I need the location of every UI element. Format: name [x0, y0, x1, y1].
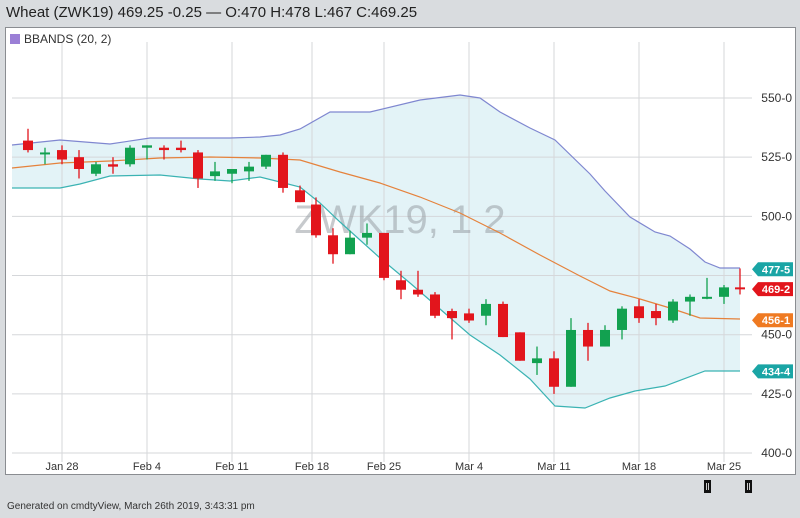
y-axis-label: 425-0	[761, 387, 792, 401]
candle[interactable]	[447, 308, 457, 340]
candle[interactable]	[295, 185, 305, 203]
last-price-badge: 469-2	[752, 282, 793, 297]
candle[interactable]	[566, 318, 576, 387]
candle[interactable]	[74, 150, 84, 179]
y-axis-label: 450-0	[761, 328, 792, 342]
candle[interactable]	[91, 161, 101, 177]
candle[interactable]	[311, 197, 321, 238]
candle[interactable]	[685, 294, 695, 316]
svg-text:477-5: 477-5	[762, 264, 790, 276]
x-axis-label: Mar 25	[707, 461, 741, 473]
candle[interactable]	[362, 223, 372, 245]
x-axis-label: Feb 11	[215, 461, 248, 473]
generated-footer: Generated on cmdtyView, March 26th 2019,…	[7, 501, 255, 512]
x-axis-label: Feb 25	[367, 461, 401, 473]
indicator-legend[interactable]: BBANDS (20, 2)	[10, 32, 111, 46]
candle[interactable]	[244, 161, 254, 181]
svg-text:469-2: 469-2	[762, 284, 790, 296]
candle[interactable]	[600, 325, 610, 347]
candle[interactable]	[532, 346, 542, 375]
candle[interactable]	[227, 169, 237, 184]
candle[interactable]	[142, 145, 152, 160]
candle[interactable]	[651, 303, 661, 326]
candle[interactable]	[379, 232, 389, 281]
upper-band-line	[11, 94, 740, 269]
legend-label: BBANDS (20, 2)	[24, 32, 112, 46]
candle[interactable]	[328, 228, 338, 264]
candle[interactable]	[210, 161, 220, 181]
candle[interactable]	[668, 299, 678, 323]
x-axis-label: Feb 4	[133, 461, 161, 473]
lower-band-line	[12, 174, 740, 409]
candle[interactable]	[549, 351, 559, 394]
middle-band-line	[11, 156, 741, 320]
candle[interactable]	[735, 268, 745, 295]
y-axis-label: 500-0	[761, 209, 792, 223]
x-axis-label: Mar 11	[537, 461, 570, 473]
candle[interactable]	[125, 145, 135, 167]
candle[interactable]	[481, 299, 491, 326]
y-axis-label: 525-0	[761, 150, 792, 164]
candle[interactable]	[345, 230, 355, 255]
x-axis-label: Mar 4	[455, 461, 483, 473]
candle[interactable]	[413, 270, 423, 297]
chart-title: Wheat (ZWK19) 469.25 -0.25 — O:470 H:478…	[6, 4, 418, 21]
symbol-watermark: ZWK19, 1 2	[294, 198, 505, 242]
y-axis-label: 400-0	[761, 446, 792, 460]
upper-band-badge: 477-5	[752, 262, 793, 277]
candle[interactable]	[719, 284, 729, 304]
candle[interactable]	[396, 270, 406, 300]
candle[interactable]	[159, 145, 169, 160]
candle[interactable]	[634, 299, 644, 323]
middle-band-badge: 456-1	[752, 313, 793, 328]
candle[interactable]	[702, 277, 712, 300]
candle[interactable]	[108, 157, 118, 174]
candle[interactable]	[278, 152, 288, 193]
candle[interactable]	[498, 301, 508, 338]
x-axis-label: Mar 18	[622, 461, 656, 473]
range-handle[interactable]	[745, 480, 752, 493]
y-axis-label: 550-0	[761, 91, 792, 105]
candle[interactable]	[583, 322, 593, 361]
legend-swatch	[10, 34, 20, 44]
candle[interactable]	[40, 147, 50, 165]
candle[interactable]	[261, 154, 271, 170]
candle[interactable]	[464, 308, 474, 323]
candle[interactable]	[617, 306, 627, 340]
candle[interactable]	[430, 292, 440, 319]
svg-text:456-1: 456-1	[762, 315, 790, 327]
x-axis-label: Jan 28	[45, 461, 78, 473]
x-axis-label: Feb 18	[295, 461, 329, 473]
candle[interactable]	[176, 140, 186, 153]
candle[interactable]	[515, 332, 525, 361]
svg-text:434-4: 434-4	[762, 366, 791, 378]
candle[interactable]	[23, 128, 33, 153]
lower-band-badge: 434-4	[752, 364, 793, 379]
candle[interactable]	[193, 150, 203, 188]
range-handle[interactable]	[704, 480, 711, 493]
candle[interactable]	[57, 145, 67, 165]
